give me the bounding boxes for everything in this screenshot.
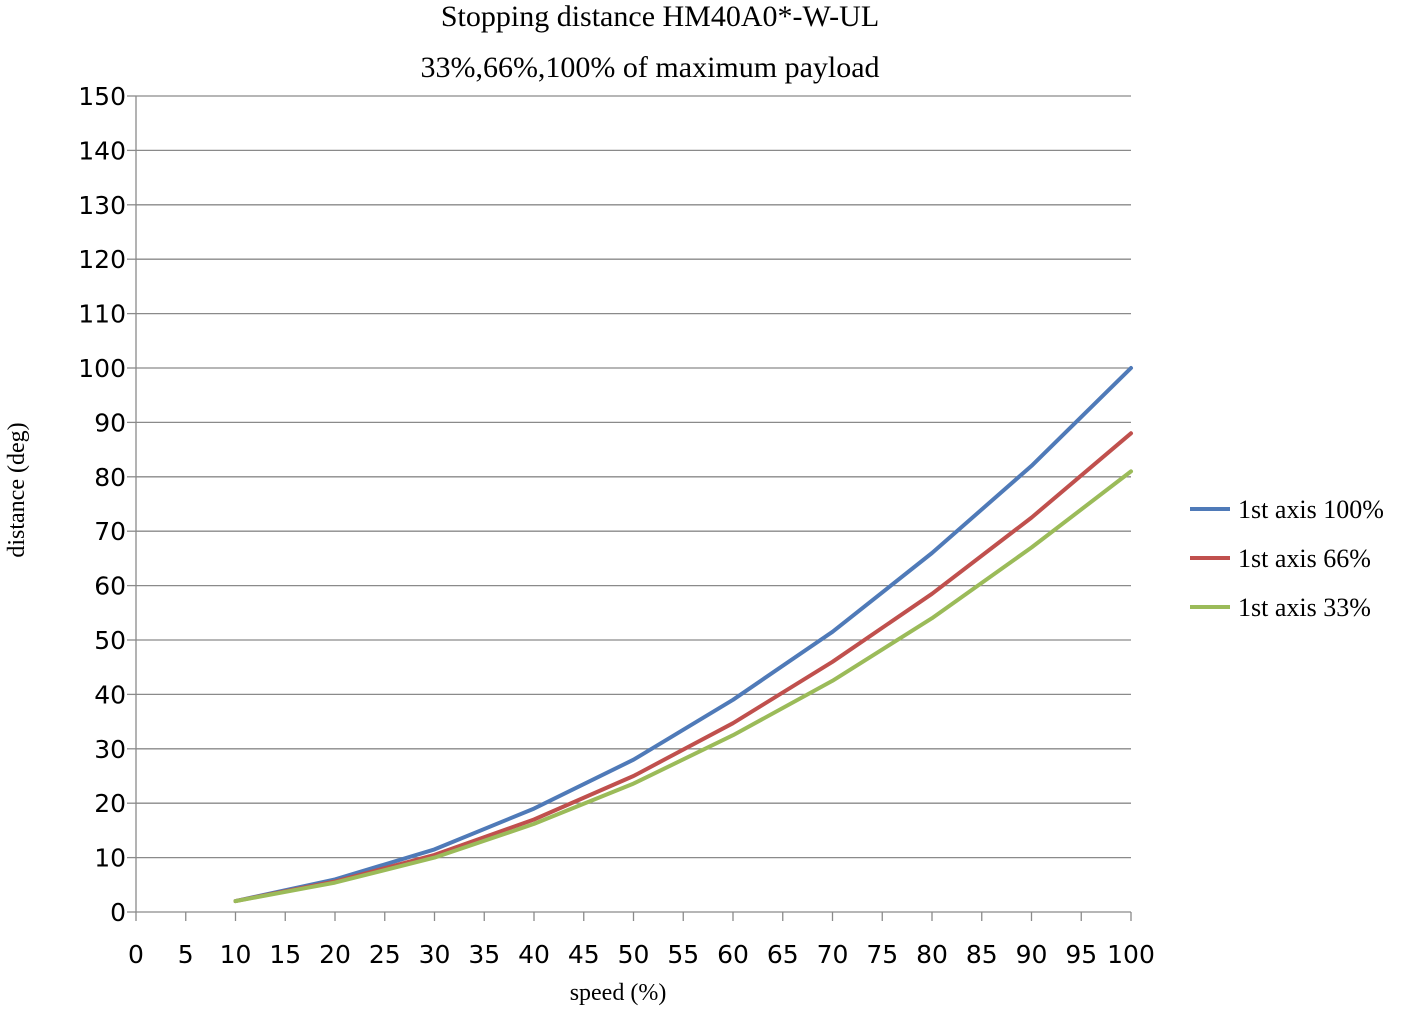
x-tick-label: 40	[518, 940, 550, 969]
x-tick-label: 100	[1107, 940, 1155, 969]
x-tick-label: 10	[220, 940, 252, 969]
series-line-2	[233, 431, 1133, 904]
legend-label: 1st axis 66%	[1238, 544, 1371, 573]
series-lines	[233, 366, 1133, 904]
chart-title: Stopping distance HM40A0*-W-UL	[441, 0, 879, 33]
y-tick-label: 110	[78, 300, 126, 329]
x-tick-label: 55	[667, 940, 699, 969]
x-tick-label: 95	[1065, 940, 1097, 969]
x-tick-label: 30	[419, 940, 451, 969]
gridlines	[136, 95, 1131, 859]
y-tick-label: 120	[78, 245, 126, 274]
y-tick-label: 30	[94, 735, 126, 764]
series-line-3	[233, 469, 1133, 904]
y-tick-label: 20	[94, 789, 126, 818]
x-axis-title: speed (%)	[570, 980, 667, 1006]
legend: 1st axis 100% 1st axis 66% 1st axis 33%	[1190, 495, 1384, 622]
x-tick-label: 25	[369, 940, 401, 969]
y-tick-label: 70	[94, 517, 126, 546]
y-tick-label: 130	[78, 191, 126, 220]
y-tick-label: 60	[94, 572, 126, 601]
x-tick-label: 75	[866, 940, 898, 969]
x-tick-label: 60	[717, 940, 749, 969]
y-tick-label: 80	[94, 463, 126, 492]
legend-label: 1st axis 100%	[1238, 495, 1384, 524]
x-tick-label: 15	[269, 940, 301, 969]
series-line-1	[233, 366, 1133, 904]
y-tick-label: 10	[94, 844, 126, 873]
x-tick-label: 85	[966, 940, 998, 969]
x-tick-label: 35	[468, 940, 500, 969]
y-axis-title: distance (deg)	[4, 422, 30, 557]
x-tick-label: 50	[618, 940, 650, 969]
x-tick-label: 65	[767, 940, 799, 969]
x-tick-label: 0	[128, 940, 144, 969]
x-tick-label: 45	[568, 940, 600, 969]
x-tick-label: 80	[916, 940, 948, 969]
y-tick-label: 0	[110, 898, 126, 927]
x-tick-labels: 0 5 10 15 20 25 30 35 40 45 50 55 60 65 70 75 80 85 90 95 10…	[128, 940, 1155, 969]
y-tick-label: 100	[78, 354, 126, 383]
y-tick-label: 140	[78, 136, 126, 165]
y-tick-label: 150	[78, 82, 126, 111]
y-tick-label: 90	[94, 408, 126, 437]
y-tick-label: 40	[94, 680, 126, 709]
x-tick-label: 20	[319, 940, 351, 969]
legend-label: 1st axis 33%	[1238, 593, 1371, 622]
y-tick-labels: 0 10 20 30 40 50 60 70 80 90 100 110 120 130 140 150	[78, 82, 126, 927]
x-tick-label: 70	[817, 940, 849, 969]
axes	[127, 95, 1132, 921]
chart-subtitle: 33%,66%,100% of maximum payload	[420, 51, 879, 84]
x-tick-label: 5	[178, 940, 194, 969]
x-tick-label: 90	[1016, 940, 1048, 969]
y-tick-label: 50	[94, 626, 126, 655]
